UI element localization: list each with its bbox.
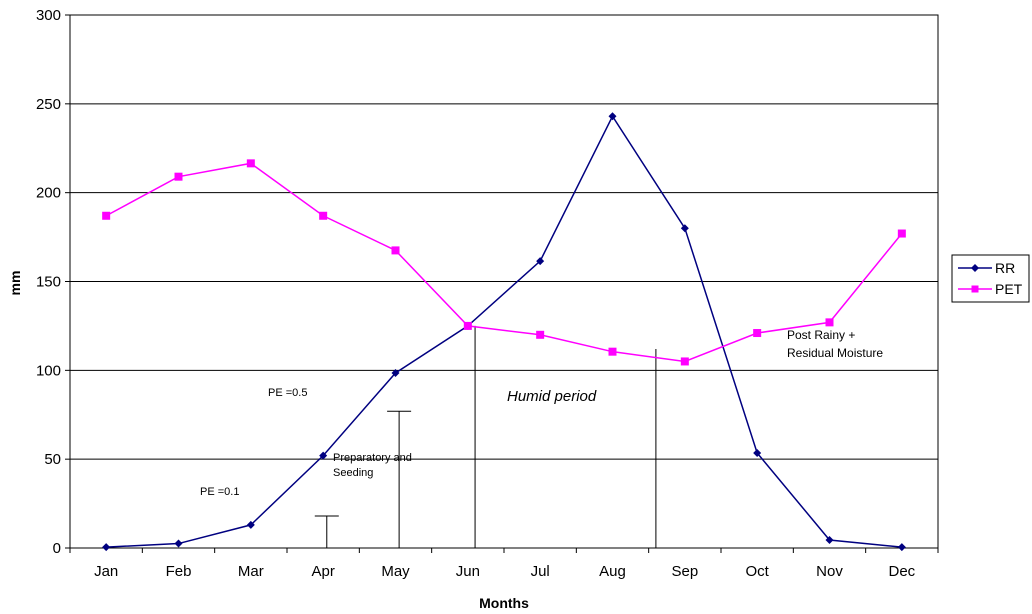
point-pet: [463, 321, 472, 330]
legend-pet-label: PET: [995, 281, 1023, 297]
point-pet: [391, 246, 400, 255]
x-tick-label: Apr: [311, 563, 334, 580]
point-pet: [897, 229, 906, 238]
y-tick-label: 0: [53, 540, 61, 557]
series-line-rr: [106, 114, 902, 548]
x-tick-label: Oct: [745, 563, 769, 580]
legend-rr-marker: [971, 264, 979, 272]
annotation-humid-period: Humid period: [507, 388, 597, 405]
point-rr: [102, 543, 111, 552]
point-pet: [680, 357, 689, 366]
point-pet: [319, 211, 328, 220]
point-pet: [608, 347, 617, 356]
point-pet: [246, 159, 255, 168]
point-pet: [536, 330, 545, 339]
x-tick-label: Feb: [166, 563, 192, 580]
x-tick-label: Sep: [671, 563, 698, 580]
x-tick-label: Aug: [599, 563, 626, 580]
annotation-preparatory-line1: Preparatory and: [333, 452, 412, 464]
x-tick-label: Jul: [531, 563, 550, 580]
x-tick-label: Jan: [94, 563, 118, 580]
annotation-pe-0-1: PE =0.1: [200, 486, 239, 498]
x-axis-title: Months: [479, 595, 529, 611]
annotation-pe-0-5: PE =0.5: [268, 387, 307, 399]
y-tick-label: 150: [36, 274, 61, 291]
y-tick-label: 300: [36, 7, 61, 24]
legend: RR PET: [951, 254, 1030, 303]
legend-pet-marker: [971, 285, 979, 293]
y-tick-label: 100: [36, 362, 61, 379]
x-tick-label: Dec: [888, 563, 915, 580]
point-pet: [174, 172, 183, 181]
point-rr: [246, 520, 255, 529]
legend-rr-label: RR: [995, 260, 1015, 276]
series-line-pet: [105, 162, 903, 363]
point-rr: [825, 536, 834, 545]
y-tick-label: 200: [36, 185, 61, 202]
point-rr: [391, 368, 400, 377]
point-rr: [608, 112, 617, 121]
annotation-post-rainy-line2: Residual Moisture: [787, 346, 883, 360]
point-rr: [753, 448, 762, 457]
annotation-preparatory-line2: Seeding: [333, 467, 373, 479]
point-rr: [897, 543, 906, 552]
point-pet: [102, 211, 111, 220]
point-pet: [825, 318, 834, 327]
series-layer: [102, 112, 906, 552]
y-axis-ticks: 0 50 100 150 200 250 300: [36, 7, 70, 557]
y-tick-label: 50: [44, 451, 61, 468]
x-axis-ticks: Jan Feb Mar Apr May Jun Jul Aug Sep Oct Nov Dec: [69, 548, 939, 580]
x-tick-label: Nov: [816, 563, 843, 580]
y-axis-title: mm: [7, 271, 23, 296]
gridlines: [70, 103, 938, 460]
point-rr: [174, 539, 183, 548]
point-rr: [680, 224, 689, 233]
point-rr: [536, 257, 545, 266]
y-tick-label: 250: [36, 96, 61, 113]
x-tick-label: Jun: [456, 563, 480, 580]
phase-markers: [314, 325, 657, 548]
x-tick-label: May: [381, 563, 410, 580]
legend-box: [951, 254, 1030, 303]
point-pet: [753, 329, 762, 338]
x-tick-label: Mar: [238, 563, 264, 580]
point-rr: [319, 451, 328, 460]
annotation-post-rainy-line1: Post Rainy +: [787, 328, 855, 342]
